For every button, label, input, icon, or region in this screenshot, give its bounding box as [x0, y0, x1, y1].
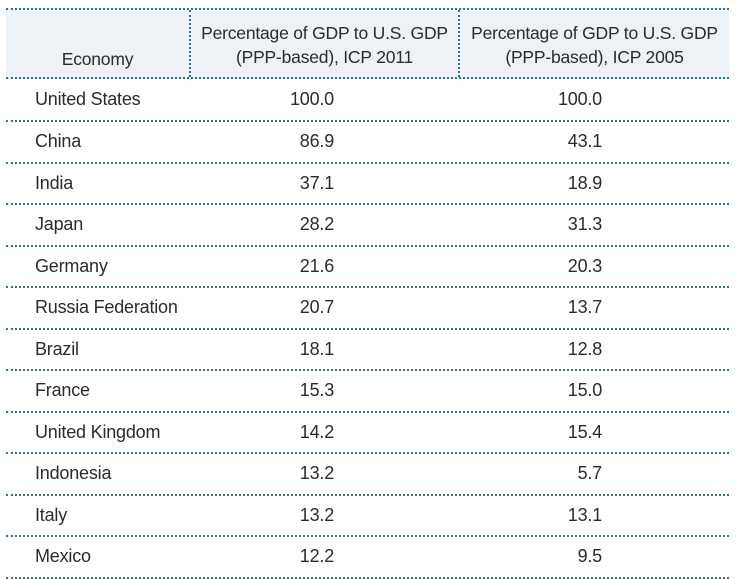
icp-2005-value-cell: 43.1 — [567, 131, 602, 152]
table-row: Brazil 18.1 12.8 — [6, 330, 729, 371]
table-row: China 86.9 43.1 — [6, 122, 729, 164]
icp-2005-value-cell: 5.7 — [577, 463, 603, 484]
economy-cell: India — [35, 172, 74, 193]
economy-cell: France — [35, 380, 90, 401]
icp-2005-value-cell: 20.3 — [567, 255, 602, 276]
header-icp-2005: Percentage of GDP to U.S. GDP (PPP-based… — [458, 10, 729, 77]
icp-2011-value-cell: 37.1 — [299, 172, 334, 193]
table-row: India 37.1 18.9 — [6, 164, 729, 205]
icp-2011-value-cell: 20.7 — [299, 297, 334, 318]
economy-cell: United Kingdom — [35, 421, 161, 442]
economy-cell: China — [35, 131, 82, 152]
icp-2011-value-cell: 86.9 — [299, 131, 334, 152]
icp-2011-value-cell: 13.2 — [299, 463, 334, 484]
icp-2011-value-cell: 14.2 — [299, 421, 334, 442]
header-icp-2005-line-1: Percentage of GDP to U.S. GDP — [471, 22, 718, 43]
icp-2011-value-cell: 21.6 — [299, 255, 334, 276]
icp-2011-value-cell: 28.2 — [299, 214, 334, 235]
header-icp-2005-line-2: (PPP-based), ICP 2005 — [505, 46, 684, 67]
header-icp-2011-line-2: (PPP-based), ICP 2011 — [235, 46, 414, 67]
header-economy: Economy — [6, 10, 189, 77]
icp-2005-value-cell: 13.1 — [567, 504, 602, 525]
icp-2011-value-cell: 13.2 — [299, 504, 334, 525]
table-header: Economy Percentage of GDP to U.S. GDP (P… — [6, 8, 729, 79]
table-row: Russia Federation 20.7 13.7 — [6, 288, 729, 330]
icp-2005-value-cell: 18.9 — [567, 172, 602, 193]
icp-2005-value-cell: 15.4 — [567, 421, 602, 442]
icp-2011-value-cell: 12.2 — [299, 546, 334, 567]
table-row: Japan 28.2 31.3 — [6, 205, 729, 247]
economy-cell: Japan — [35, 214, 84, 235]
economy-cell: Brazil — [35, 338, 79, 359]
icp-2005-value-cell: 31.3 — [567, 214, 602, 235]
table-row: France 15.3 15.0 — [6, 371, 729, 413]
table-row: Mexico 12.2 9.5 — [6, 537, 729, 579]
economy-cell: Russia Federation — [35, 297, 178, 318]
economy-cell: Germany — [35, 255, 108, 276]
header-economy-label: Economy — [61, 49, 134, 69]
icp-2011-value-cell: 100.0 — [289, 89, 334, 109]
icp-2005-value-cell: 15.0 — [567, 380, 602, 401]
economy-cell: Indonesia — [35, 463, 112, 484]
table-row: United Kingdom 14.2 15.4 — [6, 413, 729, 454]
icp-2005-value-cell: 13.7 — [567, 297, 602, 318]
table-row: Italy 13.2 13.1 — [6, 496, 729, 537]
icp-2005-value-cell: 12.8 — [567, 338, 602, 359]
header-icp-2011: Percentage of GDP to U.S. GDP (PPP-based… — [189, 10, 458, 77]
table-body: United States 100.0 100.0 China 86.9 43.1 Indi… — [6, 79, 729, 579]
table-row: United States 100.0 100.0 — [6, 79, 729, 122]
icp-2011-value-cell: 18.1 — [299, 338, 334, 359]
header-icp-2011-line-1: Percentage of GDP to U.S. GDP — [201, 22, 448, 43]
table-row: Germany 21.6 20.3 — [6, 247, 729, 288]
economy-cell: United States — [35, 89, 141, 109]
economy-cell: Mexico — [35, 546, 91, 567]
gdp-comparison-table: Economy Percentage of GDP to U.S. GDP (P… — [6, 8, 729, 579]
icp-2005-value-cell: 9.5 — [577, 546, 603, 567]
icp-2011-value-cell: 15.3 — [299, 380, 334, 401]
economy-cell: Italy — [35, 504, 68, 525]
icp-2005-value-cell: 100.0 — [557, 89, 602, 109]
table-row: Indonesia 13.2 5.7 — [6, 454, 729, 496]
